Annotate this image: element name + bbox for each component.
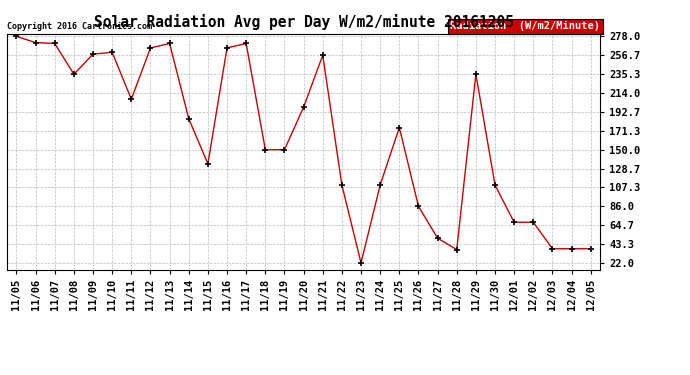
Text: Copyright 2016 Cartronics.com: Copyright 2016 Cartronics.com — [7, 22, 152, 32]
Text: Radiation  (W/m2/Minute): Radiation (W/m2/Minute) — [451, 21, 600, 32]
Title: Solar Radiation Avg per Day W/m2/minute 20161205: Solar Radiation Avg per Day W/m2/minute … — [94, 14, 513, 30]
